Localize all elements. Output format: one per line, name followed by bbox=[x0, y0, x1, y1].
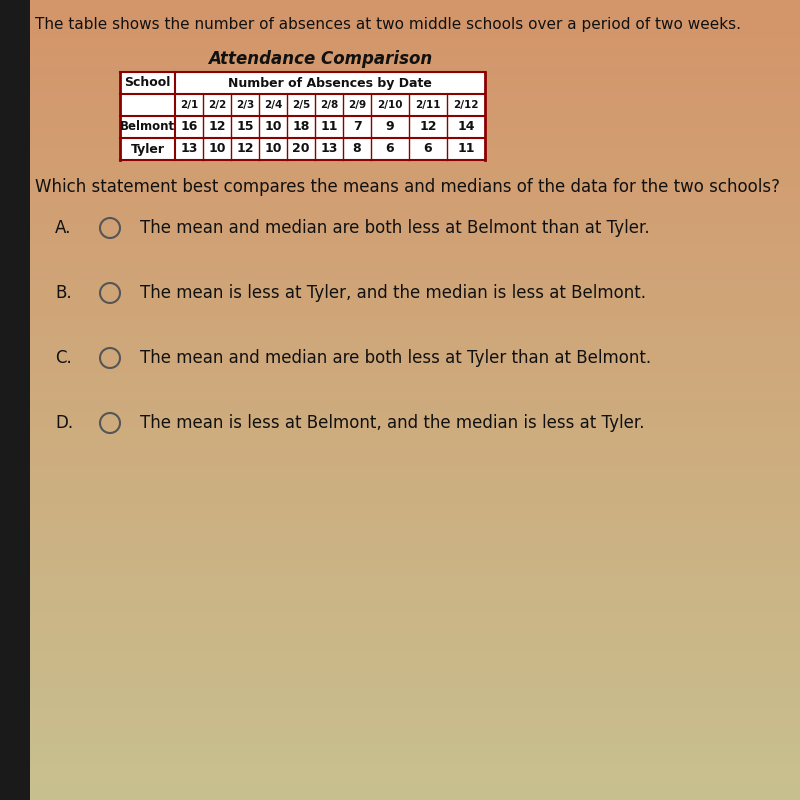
Text: 12: 12 bbox=[236, 142, 254, 155]
Text: The mean is less at Belmont, and the median is less at Tyler.: The mean is less at Belmont, and the med… bbox=[140, 414, 645, 432]
Text: C.: C. bbox=[55, 349, 72, 367]
Text: 2/5: 2/5 bbox=[292, 100, 310, 110]
Text: 2/11: 2/11 bbox=[415, 100, 441, 110]
Text: 6: 6 bbox=[386, 142, 394, 155]
Text: Tyler: Tyler bbox=[130, 142, 165, 155]
Text: 13: 13 bbox=[320, 142, 338, 155]
Bar bbox=[120, 94, 485, 116]
Text: 13: 13 bbox=[180, 142, 198, 155]
Text: D.: D. bbox=[55, 414, 73, 432]
Text: 10: 10 bbox=[264, 121, 282, 134]
Text: 11: 11 bbox=[320, 121, 338, 134]
Text: 9: 9 bbox=[386, 121, 394, 134]
Text: 2/12: 2/12 bbox=[454, 100, 478, 110]
Text: 11: 11 bbox=[458, 142, 474, 155]
Text: 10: 10 bbox=[264, 142, 282, 155]
Text: 2/9: 2/9 bbox=[348, 100, 366, 110]
Text: 12: 12 bbox=[419, 121, 437, 134]
Text: 2/8: 2/8 bbox=[320, 100, 338, 110]
Bar bbox=[120, 116, 485, 138]
Bar bbox=[0, 0, 30, 800]
Text: 16: 16 bbox=[180, 121, 198, 134]
Text: 2/2: 2/2 bbox=[208, 100, 226, 110]
Text: The mean and median are both less at Tyler than at Belmont.: The mean and median are both less at Tyl… bbox=[140, 349, 651, 367]
Text: Which statement best compares the means and medians of the data for the two scho: Which statement best compares the means … bbox=[35, 178, 780, 196]
Text: The table shows the number of absences at two middle schools over a period of tw: The table shows the number of absences a… bbox=[35, 17, 741, 32]
Text: 12: 12 bbox=[208, 121, 226, 134]
Text: The mean and median are both less at Belmont than at Tyler.: The mean and median are both less at Bel… bbox=[140, 219, 650, 237]
Text: 2/1: 2/1 bbox=[180, 100, 198, 110]
Text: 2/4: 2/4 bbox=[264, 100, 282, 110]
Text: 8: 8 bbox=[353, 142, 362, 155]
Text: 18: 18 bbox=[292, 121, 310, 134]
Text: The mean is less at Tyler, and the median is less at Belmont.: The mean is less at Tyler, and the media… bbox=[140, 284, 646, 302]
Bar bbox=[120, 72, 485, 94]
Text: 15: 15 bbox=[236, 121, 254, 134]
Text: 7: 7 bbox=[353, 121, 362, 134]
Text: 6: 6 bbox=[424, 142, 432, 155]
Text: Number of Absences by Date: Number of Absences by Date bbox=[228, 77, 432, 90]
Bar bbox=[120, 138, 485, 160]
Text: A.: A. bbox=[55, 219, 71, 237]
Text: 2/3: 2/3 bbox=[236, 100, 254, 110]
Text: 14: 14 bbox=[458, 121, 474, 134]
Text: 20: 20 bbox=[292, 142, 310, 155]
Text: Attendance Comparison: Attendance Comparison bbox=[208, 50, 432, 68]
Text: B.: B. bbox=[55, 284, 72, 302]
Text: 10: 10 bbox=[208, 142, 226, 155]
Text: School: School bbox=[124, 77, 170, 90]
Text: 2/10: 2/10 bbox=[378, 100, 402, 110]
Text: Belmont: Belmont bbox=[120, 121, 175, 134]
